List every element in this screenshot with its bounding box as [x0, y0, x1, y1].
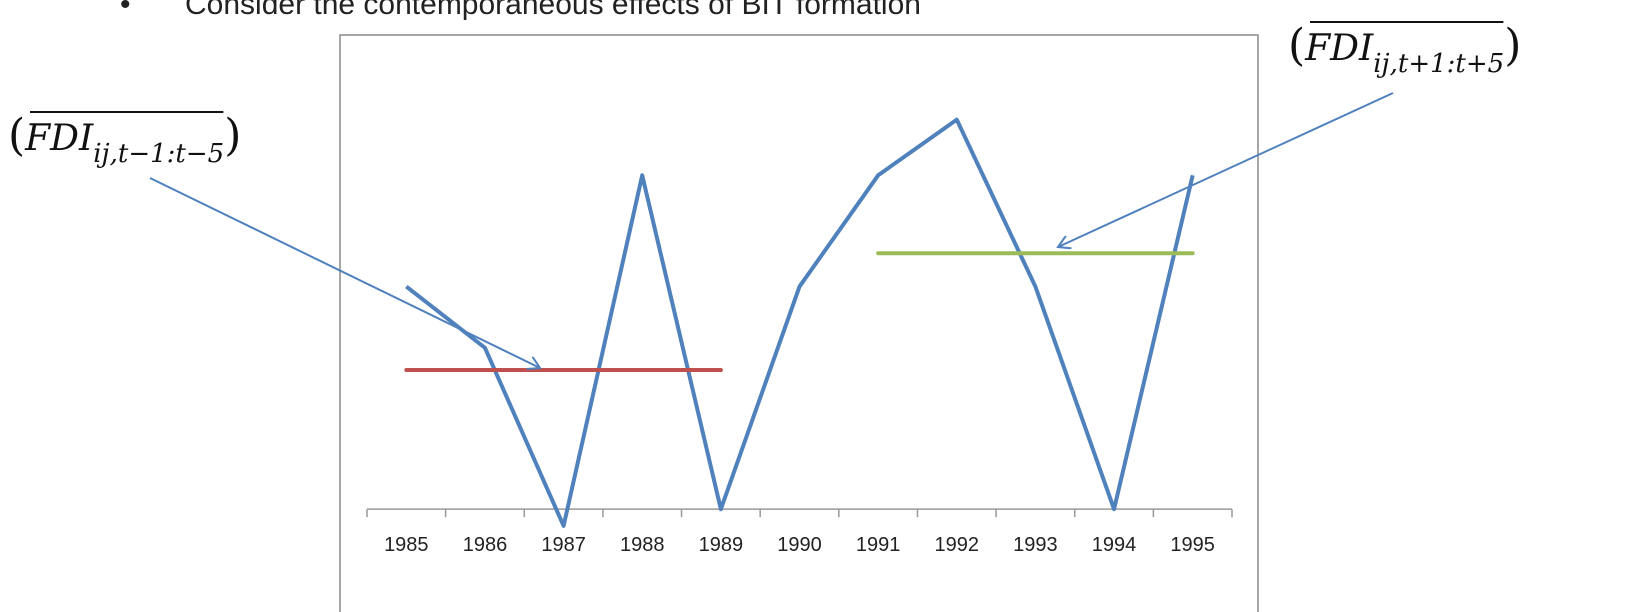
x-tick-label: 1990	[777, 534, 822, 556]
x-tick-label: 1995	[1170, 534, 1215, 556]
slide-title: Consider the contemporaneous effects of …	[185, 0, 921, 21]
x-tick-label: 1991	[856, 534, 901, 556]
math-subscript: ij,t−1:t−5	[93, 139, 224, 169]
x-tick-label: 1994	[1092, 534, 1137, 556]
annotation-label: (FDIij,t+1:t+5)	[1288, 20, 1521, 79]
paren: (	[8, 110, 25, 161]
paren: )	[224, 110, 241, 161]
math-base: FDI	[24, 118, 94, 159]
x-tick-label: 1992	[935, 534, 980, 556]
data-line	[405, 117, 1195, 528]
paren: )	[1504, 20, 1521, 71]
arrow	[149, 177, 540, 368]
annotation-label: (FDIij,t−1:t−5)	[8, 110, 241, 169]
x-tick-label: 1988	[620, 534, 665, 556]
chart-frame	[339, 34, 1259, 612]
bullet: •	[120, 0, 131, 21]
arrow	[1058, 92, 1394, 247]
x-tick-label: 1989	[699, 534, 744, 556]
x-tick-label: 1993	[1013, 534, 1058, 556]
math-subscript: ij,t+1:t+5	[1373, 49, 1504, 79]
math-base: FDI	[1304, 28, 1374, 69]
x-tick-label: 1985	[384, 534, 429, 556]
x-tick-label: 1986	[463, 534, 508, 556]
paren: (	[1288, 20, 1305, 71]
x-tick-label: 1987	[541, 534, 586, 556]
